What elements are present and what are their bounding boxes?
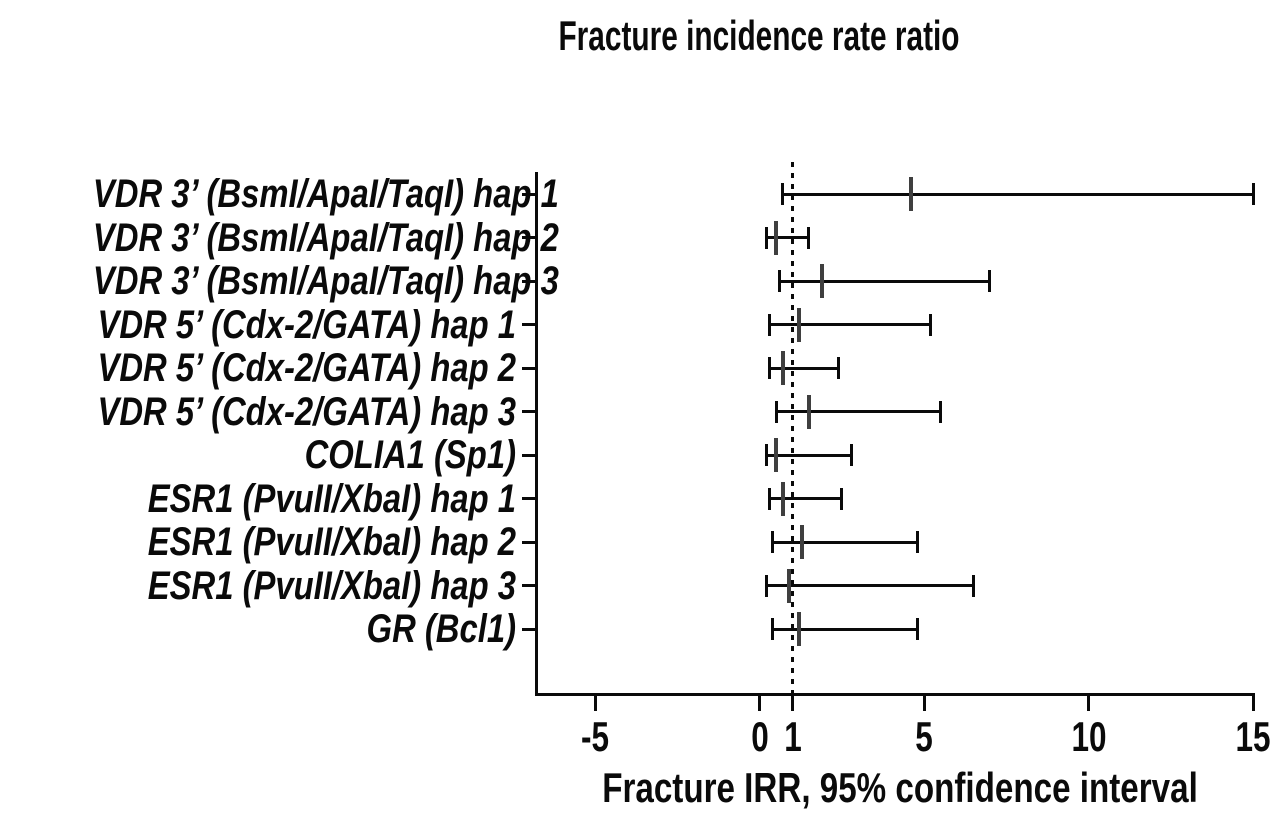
ci-line bbox=[766, 453, 852, 457]
y-tick bbox=[522, 497, 536, 500]
row-label: ESR1 (PvuII/XbaI) hap 2 bbox=[147, 520, 516, 564]
ci-cap-left bbox=[771, 531, 775, 553]
row-label: VDR 3’ (BsmI/ApaI/TaqI) hap 2 bbox=[92, 215, 559, 260]
ci-cap-left bbox=[768, 357, 772, 379]
ci-cap-left bbox=[781, 183, 785, 205]
point-estimate bbox=[780, 351, 785, 385]
point-estimate bbox=[908, 177, 913, 211]
ci-line bbox=[776, 410, 941, 413]
ci-cap-left bbox=[764, 226, 768, 249]
point-estimate bbox=[774, 220, 779, 255]
ci-cap-right bbox=[837, 357, 841, 379]
ci-line bbox=[772, 540, 918, 544]
point-estimate bbox=[800, 525, 805, 559]
row-label: VDR 5’ (Cdx-2/GATA) hap 3 bbox=[97, 389, 516, 434]
row-label: VDR 5’ (Cdx-2/GATA) hap 2 bbox=[97, 346, 516, 390]
ci-cap-left bbox=[774, 400, 778, 423]
y-tick bbox=[522, 627, 536, 631]
point-estimate bbox=[806, 394, 811, 429]
y-tick bbox=[522, 584, 536, 587]
ci-cap-right bbox=[916, 531, 920, 553]
ci-line bbox=[769, 497, 842, 500]
point-estimate bbox=[774, 438, 779, 472]
x-tick-label: 1 bbox=[783, 713, 802, 760]
row-label: COLIA1 (Sp1) bbox=[304, 433, 516, 477]
ci-cap-right bbox=[1251, 183, 1255, 205]
row-label: GR (Bcl1) bbox=[366, 607, 516, 651]
x-tick bbox=[791, 694, 795, 711]
ci-cap-right bbox=[916, 618, 920, 640]
y-tick bbox=[522, 540, 536, 544]
ci-line bbox=[766, 584, 974, 587]
y-tick bbox=[522, 366, 536, 370]
ci-cap-right bbox=[840, 487, 844, 510]
x-tick bbox=[1251, 694, 1255, 711]
x-axis-line bbox=[534, 693, 1255, 696]
x-tick-label: 0 bbox=[750, 713, 769, 760]
ci-line bbox=[772, 627, 918, 631]
reference-line bbox=[791, 162, 795, 693]
x-tick bbox=[922, 694, 926, 711]
y-tick bbox=[522, 453, 536, 457]
ci-line bbox=[766, 236, 809, 239]
x-tick bbox=[593, 694, 597, 711]
point-estimate bbox=[787, 568, 792, 603]
y-tick bbox=[522, 323, 536, 326]
row-label: ESR1 (PvuII/XbaI) hap 3 bbox=[147, 563, 516, 608]
row-label: ESR1 (PvuII/XbaI) hap 1 bbox=[147, 476, 516, 521]
x-axis-label: Fracture IRR, 95% confidence interval bbox=[602, 764, 1198, 811]
ci-line bbox=[782, 192, 1253, 196]
x-tick-label: 10 bbox=[1071, 713, 1107, 760]
point-estimate bbox=[780, 481, 785, 516]
ci-cap-right bbox=[939, 400, 943, 423]
x-tick bbox=[1087, 694, 1091, 711]
ci-cap-left bbox=[764, 574, 768, 597]
point-estimate bbox=[797, 612, 802, 646]
ci-cap-right bbox=[807, 226, 811, 249]
row-label: VDR 3’ (BsmI/ApaI/TaqI) hap 3 bbox=[92, 259, 559, 303]
ci-cap-left bbox=[764, 444, 768, 466]
chart-title: Fracture incidence rate ratio bbox=[558, 12, 960, 59]
ci-line bbox=[779, 279, 990, 283]
x-tick-label: 5 bbox=[915, 713, 933, 760]
y-tick bbox=[522, 192, 536, 196]
ci-line bbox=[769, 323, 931, 326]
ci-cap-right bbox=[929, 313, 933, 336]
point-estimate bbox=[797, 307, 802, 342]
ci-cap-right bbox=[971, 574, 975, 597]
y-axis-line bbox=[534, 172, 538, 695]
y-tick bbox=[522, 410, 536, 413]
ci-cap-left bbox=[777, 270, 781, 292]
x-tick-label: -5 bbox=[581, 713, 610, 760]
ci-cap-right bbox=[850, 444, 854, 466]
y-tick bbox=[522, 236, 536, 239]
point-estimate bbox=[820, 264, 825, 298]
ci-cap-left bbox=[768, 487, 772, 510]
ci-cap-left bbox=[771, 618, 775, 640]
row-label: VDR 5’ (Cdx-2/GATA) hap 1 bbox=[97, 302, 516, 347]
ci-line bbox=[769, 366, 839, 370]
ci-cap-left bbox=[768, 313, 772, 336]
row-label: VDR 3’ (BsmI/ApaI/TaqI) hap 1 bbox=[92, 172, 559, 216]
ci-cap-right bbox=[988, 270, 992, 292]
x-tick-label: 15 bbox=[1235, 713, 1271, 760]
y-tick bbox=[522, 279, 536, 283]
x-tick bbox=[758, 694, 762, 711]
